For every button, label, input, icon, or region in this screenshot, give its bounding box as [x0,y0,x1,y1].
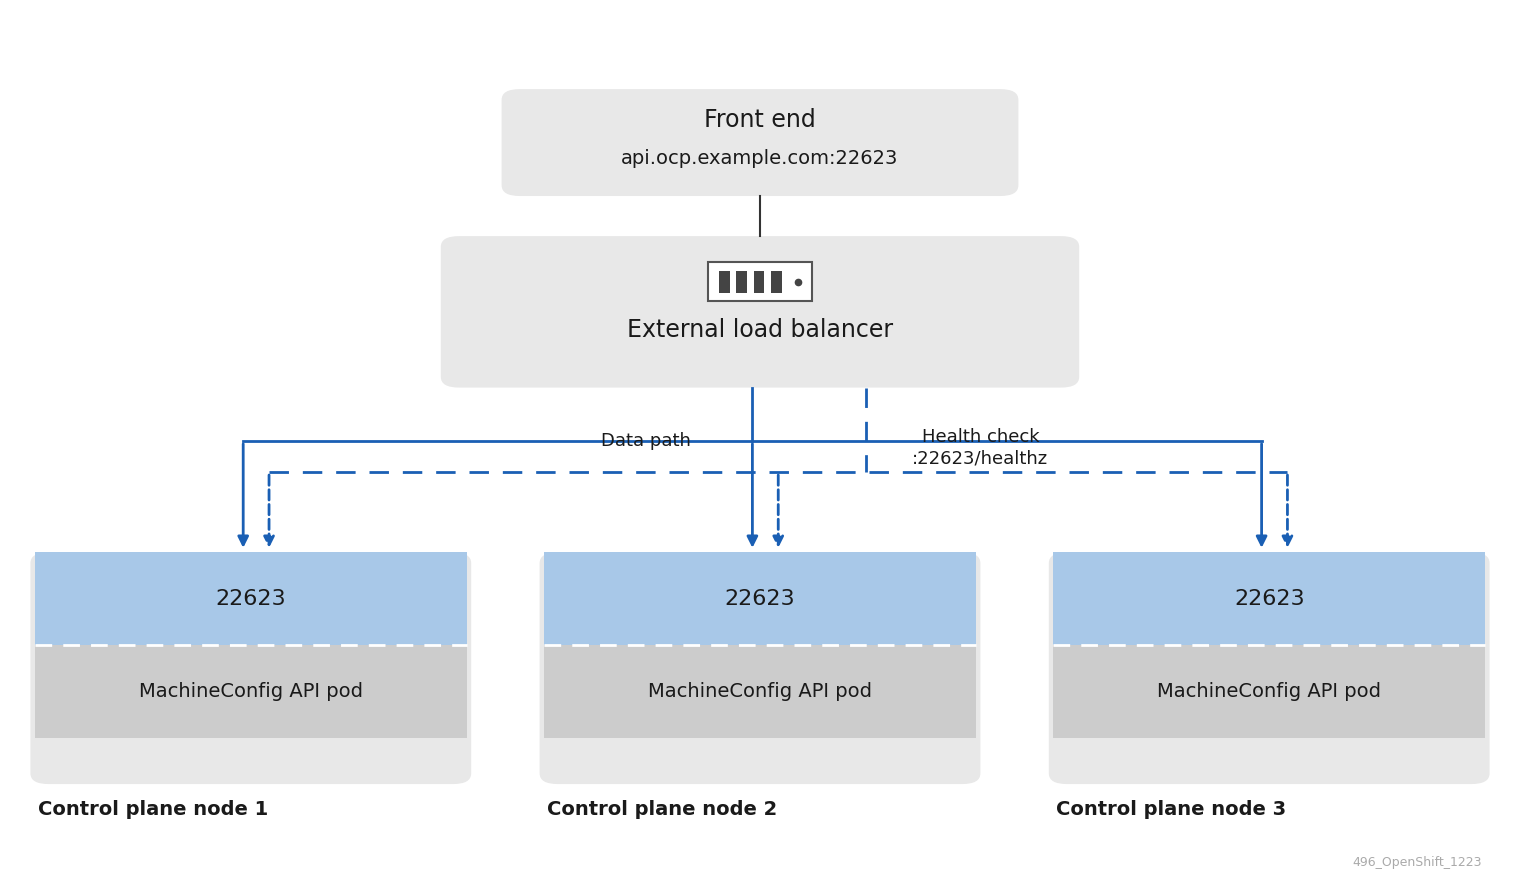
FancyBboxPatch shape [502,89,1018,196]
Text: MachineConfig API pod: MachineConfig API pod [138,682,363,701]
Text: MachineConfig API pod: MachineConfig API pod [648,682,872,701]
Text: Health check
:22623/healthz: Health check :22623/healthz [912,429,1049,467]
Bar [544,552,976,645]
Text: 22623: 22623 [216,589,286,609]
FancyBboxPatch shape [30,552,471,784]
Text: Control plane node 3: Control plane node 3 [1056,800,1286,819]
Bar [1053,552,1485,645]
FancyBboxPatch shape [441,236,1079,388]
Bar [736,271,746,292]
Bar [719,271,730,292]
FancyBboxPatch shape [540,552,980,784]
Bar [754,271,765,292]
Bar [1053,645,1485,738]
Bar [35,645,467,738]
Text: Control plane node 2: Control plane node 2 [547,800,777,819]
Bar [771,271,781,292]
Bar [708,262,812,301]
Text: External load balancer: External load balancer [626,318,894,341]
Text: MachineConfig API pod: MachineConfig API pod [1157,682,1382,701]
FancyBboxPatch shape [1049,552,1490,784]
Text: Control plane node 1: Control plane node 1 [38,800,268,819]
Text: 22623: 22623 [725,589,795,609]
Bar [544,645,976,738]
Text: api.ocp.example.com:22623: api.ocp.example.com:22623 [622,149,898,168]
Bar [35,552,467,645]
Text: Data path: Data path [600,432,692,450]
Text: 22623: 22623 [1234,589,1304,609]
Text: 496_OpenShift_1223: 496_OpenShift_1223 [1353,855,1482,869]
Text: Front end: Front end [704,109,816,132]
